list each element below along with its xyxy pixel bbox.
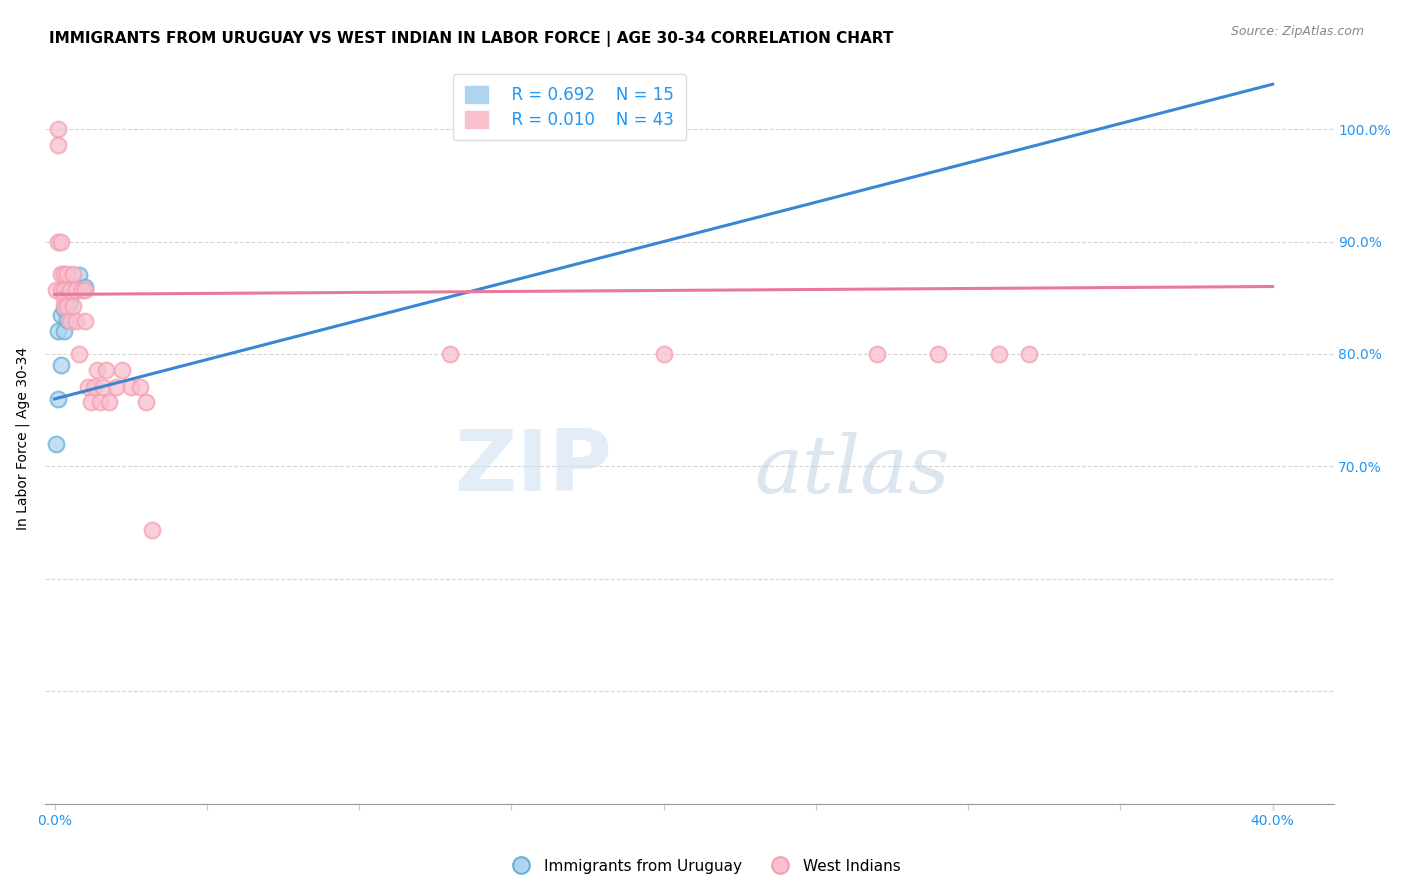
Point — [120, 379, 142, 393]
Point — [56, 291, 79, 305]
Point — [65, 314, 87, 328]
Point — [52, 301, 75, 316]
Point — [62, 267, 84, 281]
Point — [46, 392, 69, 406]
Point — [67, 268, 90, 283]
Point — [56, 299, 79, 313]
Point — [89, 395, 111, 409]
Point — [91, 379, 114, 393]
Point — [135, 395, 157, 409]
Point — [62, 299, 84, 313]
Point — [77, 379, 100, 393]
Point — [52, 267, 75, 281]
Point — [104, 379, 127, 393]
Point — [73, 279, 96, 293]
Point — [59, 296, 82, 310]
Text: Source: ZipAtlas.com: Source: ZipAtlas.com — [1230, 25, 1364, 38]
Point — [59, 314, 82, 328]
Point — [46, 325, 69, 339]
Point — [128, 379, 150, 393]
Legend: Immigrants from Uruguay, West Indians: Immigrants from Uruguay, West Indians — [499, 853, 907, 880]
Point — [45, 437, 67, 451]
Point — [439, 347, 461, 361]
Point — [49, 283, 72, 297]
Point — [80, 395, 103, 409]
Point — [59, 283, 82, 297]
Point — [49, 235, 72, 249]
Point — [52, 299, 75, 313]
Point — [73, 314, 96, 328]
Point — [987, 347, 1010, 361]
Point — [141, 524, 163, 538]
Point — [73, 283, 96, 297]
Point — [49, 308, 72, 322]
Point — [96, 362, 118, 376]
Legend:   R = 0.692    N = 15,   R = 0.010    N = 43: R = 0.692 N = 15, R = 0.010 N = 43 — [453, 74, 686, 140]
Point — [110, 362, 132, 376]
Point — [70, 283, 93, 297]
Text: ZIP: ZIP — [454, 426, 612, 509]
Point — [62, 285, 84, 300]
Point — [67, 347, 90, 361]
Point — [1018, 347, 1040, 361]
Point — [652, 347, 675, 361]
Point — [866, 347, 889, 361]
Point — [46, 122, 69, 136]
Point — [46, 137, 69, 152]
Point — [56, 267, 79, 281]
Point — [52, 325, 75, 339]
Point — [86, 362, 108, 376]
Point — [52, 291, 75, 305]
Text: atlas: atlas — [754, 433, 949, 510]
Point — [45, 283, 67, 297]
Point — [52, 283, 75, 297]
Y-axis label: In Labor Force | Age 30-34: In Labor Force | Age 30-34 — [15, 347, 30, 530]
Point — [49, 267, 72, 281]
Point — [65, 279, 87, 293]
Point — [59, 285, 82, 300]
Point — [46, 235, 69, 249]
Point — [98, 395, 121, 409]
Point — [65, 283, 87, 297]
Text: IMMIGRANTS FROM URUGUAY VS WEST INDIAN IN LABOR FORCE | AGE 30-34 CORRELATION CH: IMMIGRANTS FROM URUGUAY VS WEST INDIAN I… — [49, 31, 894, 47]
Point — [49, 358, 72, 372]
Point — [927, 347, 949, 361]
Point — [56, 313, 79, 327]
Point — [83, 379, 105, 393]
